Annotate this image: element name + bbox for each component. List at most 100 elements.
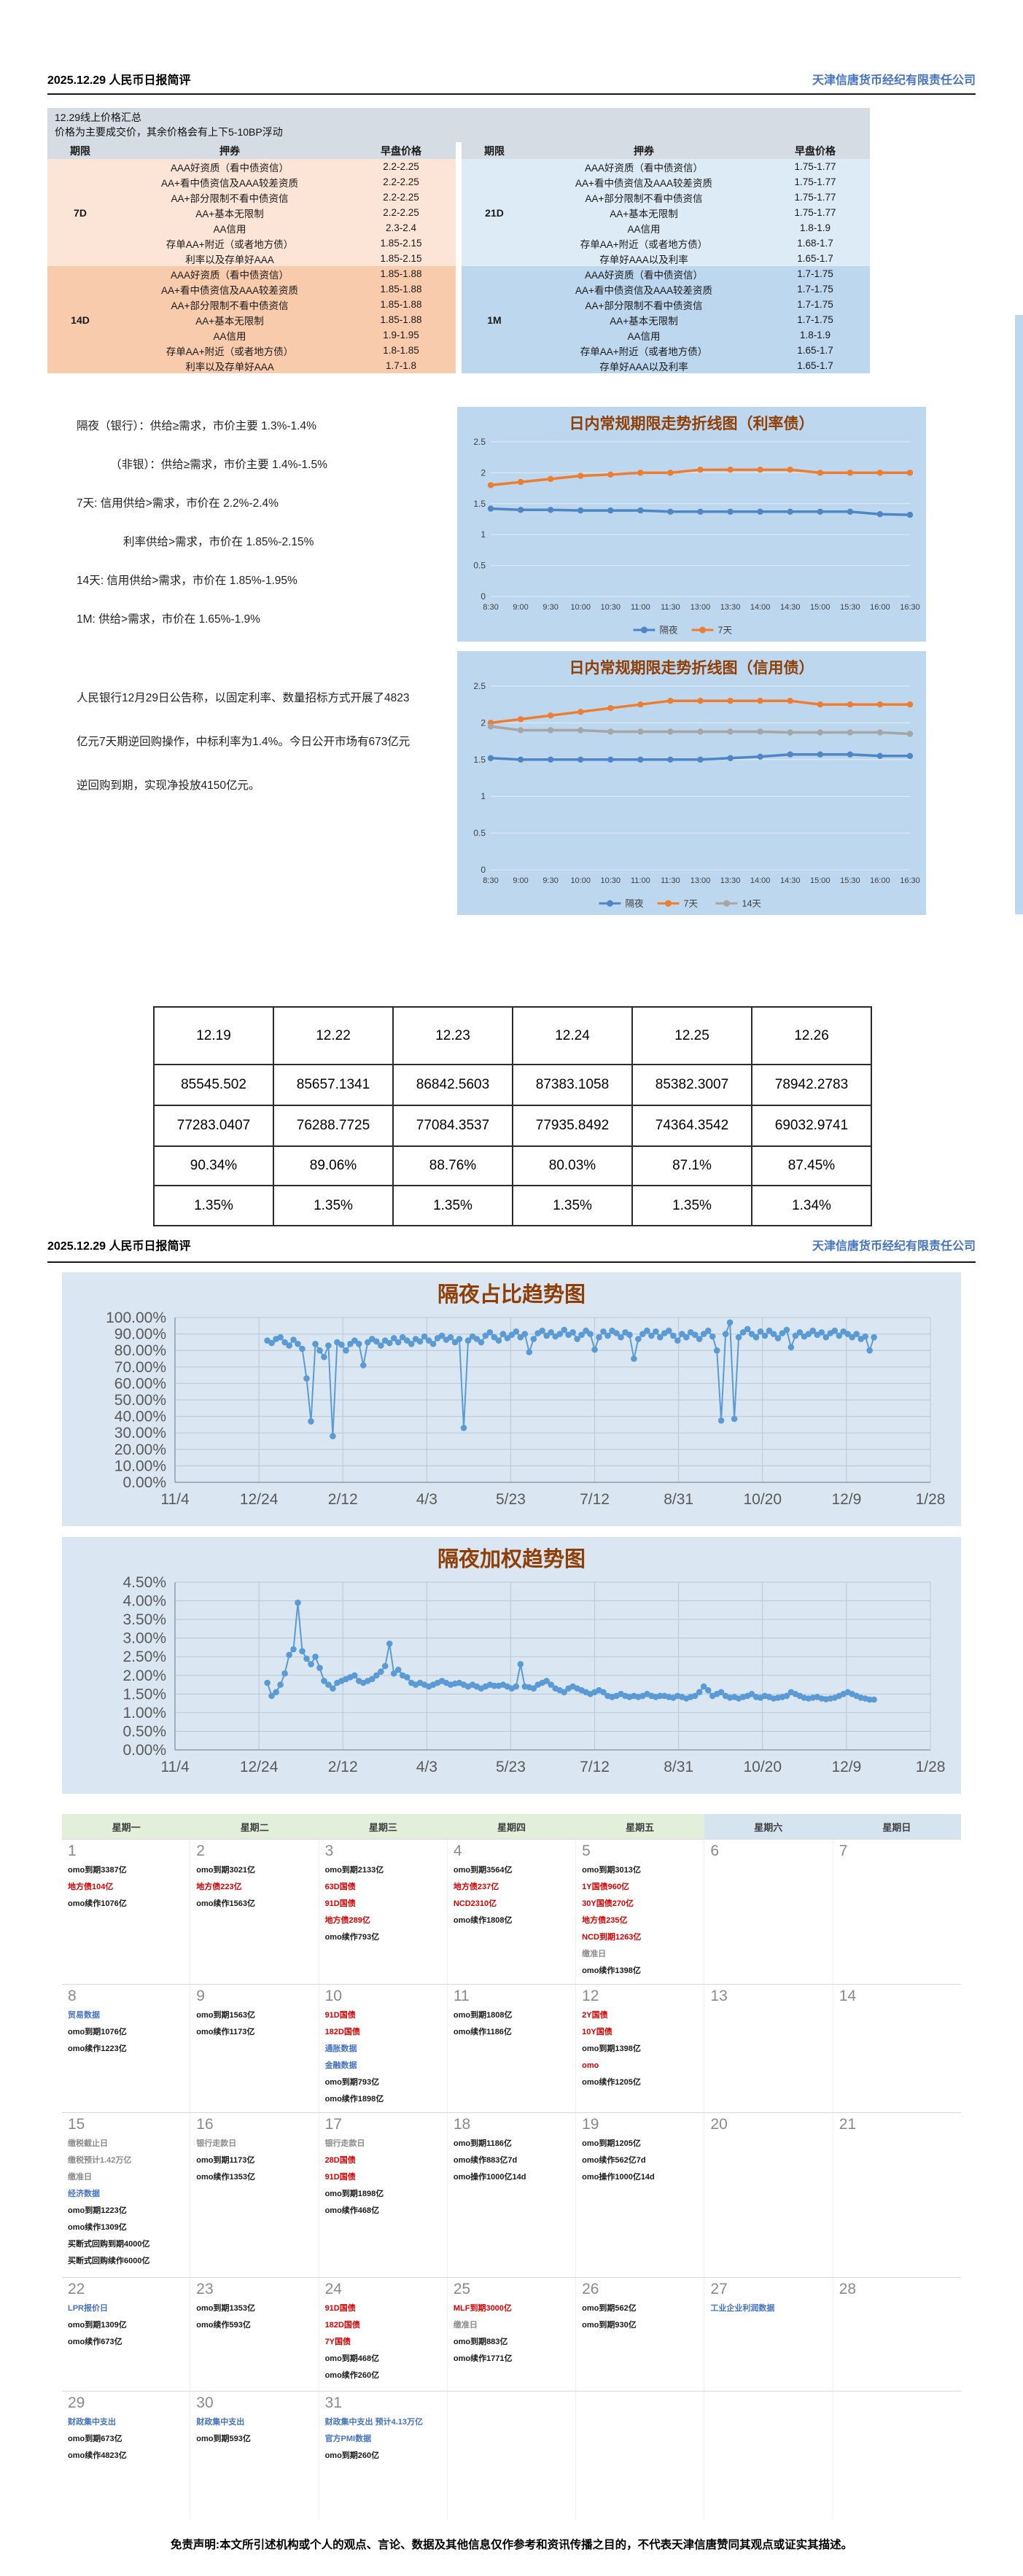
table-cell: 69032.9741	[751, 1105, 872, 1147]
day-number: 1	[68, 1842, 77, 1859]
price-row: 利率以及存单好AAA 1.85-2.15	[113, 251, 456, 266]
price-row: AA信用 2.3-2.4	[113, 220, 456, 236]
svg-text:4.00%: 4.00%	[122, 1593, 166, 1610]
svg-text:4/3: 4/3	[416, 1759, 437, 1775]
price-row: AA+部分限制不看中债资信 1.75-1.77	[527, 190, 870, 205]
day-number: 22	[68, 2281, 85, 2297]
price-row: 存单好AAA以及利率 1.65-1.7	[527, 358, 870, 373]
disclaimer: 免责声明:本文所引述机构或个人的观点、言论、数据及其他信息仅作参考和资讯传播之目…	[170, 2539, 853, 2551]
calendar-day-empty	[704, 2392, 833, 2519]
price-table-subtitle: 价格为主要成交价，其余价格会有上下5-10BP浮动	[55, 126, 283, 138]
calendar-item: 2Y国债	[582, 2011, 608, 2020]
collateral-label: AAA好资质（看中债资信）	[584, 162, 703, 174]
table-cell: 80.03%	[512, 1145, 633, 1186]
price-row: 利率以及存单好AAA 1.7-1.8	[113, 358, 456, 373]
calendar-day-11: 11 omo到期1808亿 omo续作1186亿	[448, 1985, 577, 2112]
calendar-item: omo操作1000亿14d	[582, 2173, 655, 2182]
morning-price: 1.75-1.77	[794, 161, 836, 172]
svg-text:14:00: 14:00	[750, 603, 771, 612]
calendar-item: omo续作1186亿	[453, 2028, 512, 2036]
calendar-day-31: 31 财政集中支出 预计4.13万亿 官方PMI数据 omo到期260亿	[319, 2392, 448, 2519]
svg-text:0: 0	[481, 591, 486, 602]
morning-price: 1.65-1.7	[797, 345, 833, 356]
collateral-label: AA+基本无限制	[610, 208, 678, 219]
svg-text:14:30: 14:30	[780, 603, 801, 612]
calendar-item: 通胀数据	[324, 2044, 357, 2053]
calendar-item: 财政集中支出	[68, 2418, 116, 2427]
svg-text:40.00%: 40.00%	[114, 1409, 166, 1425]
day-number: 25	[453, 2281, 471, 2297]
price-row: 存单AA+附近（或者地方债） 1.85-2.15	[113, 236, 456, 251]
svg-text:16:30: 16:30	[900, 603, 920, 612]
day-number: 4	[453, 1842, 462, 1859]
calendar-day-14: 14	[833, 1985, 961, 2112]
legend-label: 7天	[684, 899, 699, 909]
morning-price: 2.3-2.4	[385, 222, 417, 233]
table-cell: 1.35%	[392, 1185, 513, 1226]
calendar-item: omo到期1205亿	[582, 2139, 641, 2148]
commentary-line: 1M: 供给>需求，市价在 1.65%-1.9%	[77, 612, 260, 626]
calendar-item: omo续作673亿	[68, 2338, 122, 2346]
svg-text:1/28: 1/28	[916, 1759, 946, 1775]
svg-text:1/28: 1/28	[916, 1491, 946, 1508]
morning-price: 1.85-1.88	[380, 284, 422, 295]
svg-text:100.00%: 100.00%	[106, 1310, 166, 1326]
price-row: AA+基本无限制 1.7-1.75	[527, 312, 870, 327]
svg-text:11:00: 11:00	[631, 876, 650, 885]
calendar-day-18: 18 omo到期1186亿 omo续作883亿7d omo操作1000亿14d	[448, 2113, 577, 2277]
calendar-item: omo到期1563亿	[196, 2011, 255, 2020]
svg-text:2.5: 2.5	[473, 437, 486, 447]
svg-text:11/4: 11/4	[160, 1759, 190, 1775]
weekday-header: 星期三	[319, 1814, 448, 1839]
calendar-item: 地方债235亿	[582, 1916, 628, 1925]
collateral-label: AA+部分限制不看中债资信	[585, 192, 703, 204]
intraday-rates-chart: 日内常规期限走势折线图（利率债） 0 0.5 1 1.5 2 2.5 8:30 9:00 9:30…	[457, 407, 926, 642]
morning-price: 1.65-1.7	[797, 360, 833, 371]
company-name: 天津信唐货币经纪有限责任公司	[812, 1240, 976, 1253]
calendar-item: omo续作1076亿	[68, 1899, 127, 1908]
page-title: 2025.12.29 人民币日报简评	[47, 74, 191, 87]
collateral-label: AA+看中债资信及AAA较差资质	[161, 177, 298, 189]
collateral-label: 存单好AAA以及利率	[599, 361, 688, 373]
commentary-line: 14天: 信用供给>需求，市价在 1.85%-1.95%	[77, 574, 297, 587]
svg-text:1.50%: 1.50%	[122, 1686, 166, 1703]
term-label: 21D	[485, 206, 504, 219]
morning-price: 2.2-2.25	[383, 207, 419, 218]
svg-text:0.50%: 0.50%	[122, 1723, 166, 1740]
table-row: 77283.0407 76288.7725 77084.3537 77935.8492…	[153, 1105, 872, 1147]
table-cell: 12.26	[751, 1006, 872, 1065]
calendar-day-26: 26 omo到期562亿 omo到期930亿	[576, 2278, 705, 2391]
collateral-label: 存单AA+附近（或者地方债）	[580, 346, 708, 357]
day-number: 20	[710, 2116, 728, 2133]
collateral-label: AA信用	[627, 330, 661, 342]
table-cell: 78942.2783	[751, 1064, 872, 1106]
price-row: 存单AA+附近（或者地方债） 1.68-1.7	[527, 236, 870, 251]
morning-price: 1.85-1.88	[380, 268, 422, 279]
calendar-item: 7Y国债	[324, 2338, 351, 2346]
svg-text:13:00: 13:00	[691, 603, 711, 612]
morning-price: 1.8-1.85	[383, 345, 419, 356]
price-row: AA信用 1.8-1.9	[527, 220, 870, 236]
calendar-header-row: 星期一 星期二 星期三 星期四 星期五 星期六 星期日	[62, 1814, 961, 1839]
calendar-item: 缴税预计1.42万亿	[68, 2156, 132, 2165]
calendar-day-24: 24 91D国债 182D国债 7Y国债 omo到期468亿 omo续作260亿	[319, 2278, 448, 2391]
table-cell: 87.1%	[631, 1145, 752, 1186]
calendar-day-4: 4 omo到期3564亿 地方债237亿 NCD2310亿 omo续作1808亿	[448, 1840, 577, 1984]
price-col-header: 押券	[634, 144, 654, 157]
calendar-day-17: 17 银行走款日 28D国债 91D国债 omo到期1898亿 omo续作468亿	[319, 2113, 448, 2277]
svg-text:80.00%: 80.00%	[114, 1342, 166, 1359]
calendar-item: 1Y国债960亿	[582, 1883, 629, 1891]
day-number: 30	[196, 2394, 214, 2411]
svg-text:2: 2	[481, 467, 486, 478]
calendar-day-15: 15 缴税截止日 缴税预计1.42万亿 缴准日 经济数据 omo到期1223亿 omo续作1…	[62, 2113, 191, 2277]
morning-price: 2.2-2.25	[383, 176, 419, 187]
svg-text:1: 1	[481, 529, 486, 540]
calendar-item: 缴准日	[582, 1950, 607, 1958]
collateral-label: AA+看中债资信及AAA较差资质	[575, 177, 712, 189]
calendar-item: 缴准日	[453, 2321, 478, 2330]
morning-price: 1.65-1.7	[797, 253, 833, 264]
morning-price: 1.85-2.15	[380, 238, 422, 249]
collateral-label: AA信用	[213, 330, 246, 342]
day-number: 6	[710, 1842, 720, 1859]
svg-text:0: 0	[481, 865, 486, 875]
